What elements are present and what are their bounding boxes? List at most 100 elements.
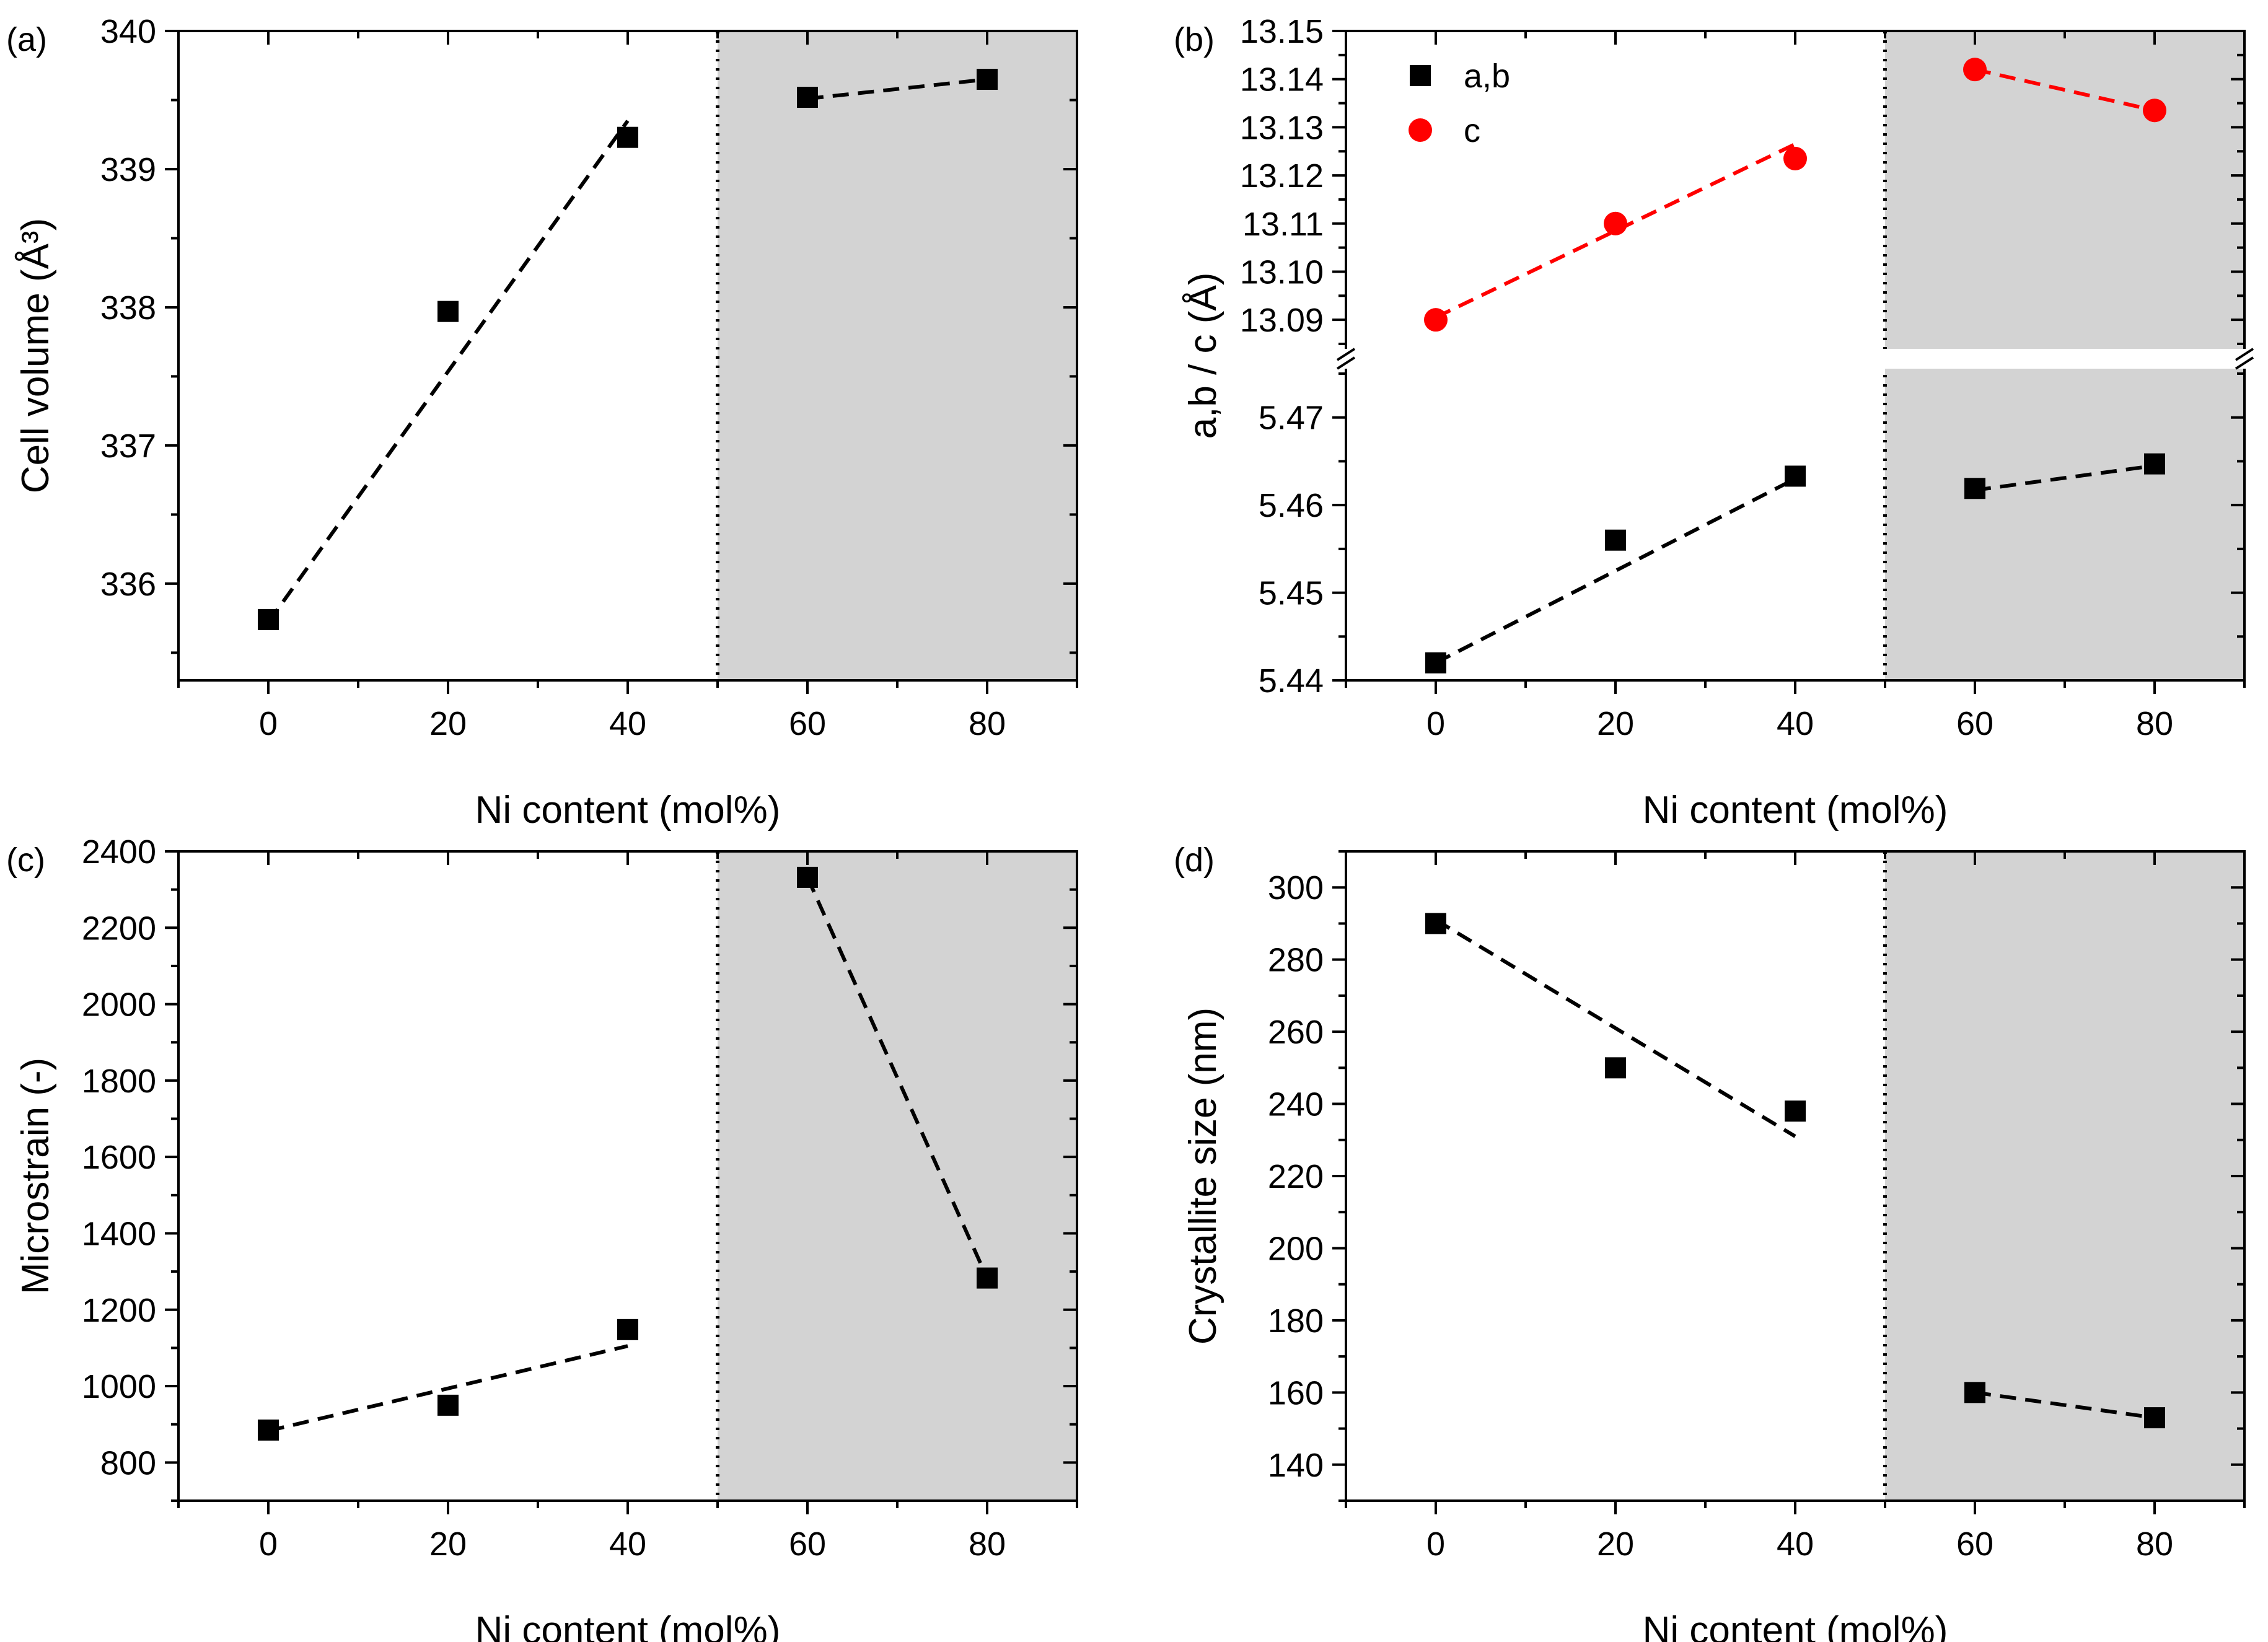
x-tick-label: 0: [1426, 1526, 1445, 1563]
data-point-cell-volume: [258, 608, 279, 630]
x-axis-title: Ni content (mol%): [475, 789, 781, 832]
data-point-crystallite-size: [1785, 1100, 1806, 1122]
y-tick-label: 1800: [82, 1063, 156, 1100]
chart-panel-lattice-parameters: 0 20 40 60 80 13.09 13.10 13.11 13.12 13.13 13.14 1…: [1174, 13, 2257, 832]
y-tick-label: 300: [1268, 869, 1324, 907]
data-point-cell-volume: [617, 126, 638, 148]
x-tick-label: 0: [259, 705, 278, 742]
panel-label: (a): [6, 21, 47, 58]
y-tick-label: 1200: [82, 1292, 156, 1329]
fit-line-1: [1974, 463, 2155, 493]
x-tick-label: 80: [969, 705, 1006, 742]
x-tick-label: 0: [1426, 705, 1445, 742]
y-tick-label: 336: [100, 566, 156, 603]
chart-panel-microstrain: 0 20 40 60 80 800 1000 1200 1400 1600 1800 2000 2200…: [6, 833, 1078, 1642]
y-tick-label: 2200: [82, 910, 156, 947]
y-tick-label: 5.45: [1259, 575, 1324, 612]
data-point-c: [1963, 58, 1987, 82]
y-tick-label: 180: [1268, 1302, 1324, 1340]
y-tick-label: 220: [1268, 1158, 1324, 1195]
x-axis-title: Ni content (mol%): [475, 1609, 781, 1642]
axis-break-mark-right: [2235, 356, 2254, 370]
data-point-a-b: [1605, 529, 1626, 551]
chart-panel-cell-volume: 0 20 40 60 80 336 337 338 339 340 Ni content (mol%…: [6, 13, 1078, 832]
y-tick-label: 280: [1268, 942, 1324, 979]
axis-break-mark-right: [2235, 348, 2254, 361]
fit-line-0: [266, 120, 630, 624]
data-point-c: [1424, 308, 1448, 332]
fit-line-3: [1974, 68, 2155, 113]
x-tick-label: 80: [2136, 1526, 2173, 1563]
y-tick-label: 337: [100, 428, 156, 465]
data-point-c: [2143, 99, 2166, 123]
data-point-cell-volume: [437, 301, 459, 322]
x-tick-label: 40: [609, 705, 646, 742]
y-axis-title: Cell volume (Å³): [14, 218, 57, 493]
x-tick-label: 60: [789, 705, 826, 742]
data-point-microstrain: [617, 1319, 638, 1340]
x-tick-label: 60: [1956, 705, 1993, 742]
y-tick-label: 140: [1268, 1447, 1324, 1484]
y-tick-label: 5.46: [1259, 487, 1324, 524]
data-point-cell-volume: [797, 87, 818, 108]
shaded-region: [718, 851, 1077, 1501]
y-axis-title: Crystallite size (nm): [1182, 1008, 1224, 1345]
fit-line-0: [1435, 477, 1796, 665]
panel-label: (d): [1174, 841, 1215, 879]
y-tick-label: 13.13: [1240, 109, 1324, 146]
y-tick-label: 2000: [82, 986, 156, 1024]
legend-label: c: [1464, 112, 1480, 149]
fit-line-1: [806, 876, 989, 1279]
data-point-cell-volume: [977, 69, 998, 90]
x-axis-title: Ni content (mol%): [1643, 1609, 1948, 1642]
y-tick-label: 13.15: [1240, 13, 1324, 50]
data-point-a-b: [1964, 478, 1985, 499]
y-tick-label: 339: [100, 151, 156, 188]
data-point-microstrain: [977, 1267, 998, 1289]
fit-line-1: [1974, 1390, 2155, 1420]
fit-line-0: [1435, 918, 1796, 1138]
y-tick-label: 1600: [82, 1139, 156, 1176]
axis-break-mark-left: [1336, 356, 1356, 370]
x-tick-label: 20: [429, 1526, 467, 1563]
y-tick-label: 340: [100, 13, 156, 50]
data-point-c: [1783, 146, 1807, 170]
data-point-crystallite-size: [1964, 1382, 1985, 1403]
y-tick-label: 240: [1268, 1086, 1324, 1123]
data-point-a-b: [1785, 465, 1806, 487]
y-tick-label: 338: [100, 289, 156, 327]
x-tick-label: 40: [1777, 705, 1814, 742]
x-tick-label: 40: [609, 1526, 646, 1563]
data-point-a-b: [1425, 652, 1446, 674]
x-tick-label: 40: [1777, 1526, 1814, 1563]
chart-panel-crystallite-size: 0 20 40 60 80 140 160 180 200 220 240 260 280 300 Ni c…: [1174, 841, 2246, 1642]
y-tick-label: 1000: [82, 1368, 156, 1405]
y-tick-label: 200: [1268, 1230, 1324, 1267]
data-point-a-b: [2144, 453, 2165, 475]
data-point-microstrain: [797, 866, 818, 888]
panel-label: (b): [1174, 21, 1215, 58]
y-tick-label: 5.47: [1259, 400, 1324, 437]
y-tick-label: 260: [1268, 1014, 1324, 1051]
y-tick-label: 13.12: [1240, 157, 1324, 195]
x-tick-label: 0: [259, 1526, 278, 1563]
x-tick-label: 80: [969, 1526, 1006, 1563]
data-point-microstrain: [258, 1419, 279, 1441]
y-tick-label: 2400: [82, 833, 156, 871]
data-point-crystallite-size: [1605, 1057, 1626, 1079]
data-point-c: [1604, 211, 1627, 235]
y-tick-label: 13.11: [1242, 206, 1324, 243]
axis-break-mark-left: [1336, 348, 1356, 361]
x-tick-label: 60: [1956, 1526, 1993, 1563]
x-tick-label: 20: [1597, 705, 1634, 742]
y-tick-label: 13.14: [1240, 61, 1324, 99]
x-tick-label: 60: [789, 1526, 826, 1563]
fit-line-1: [807, 77, 988, 101]
data-point-microstrain: [437, 1394, 459, 1416]
x-tick-label: 20: [1597, 1526, 1634, 1563]
y-tick-label: 13.09: [1240, 302, 1324, 339]
data-point-crystallite-size: [1425, 913, 1446, 934]
y-axis-title: Microstrain (-): [14, 1058, 57, 1294]
data-point-crystallite-size: [2144, 1407, 2165, 1429]
